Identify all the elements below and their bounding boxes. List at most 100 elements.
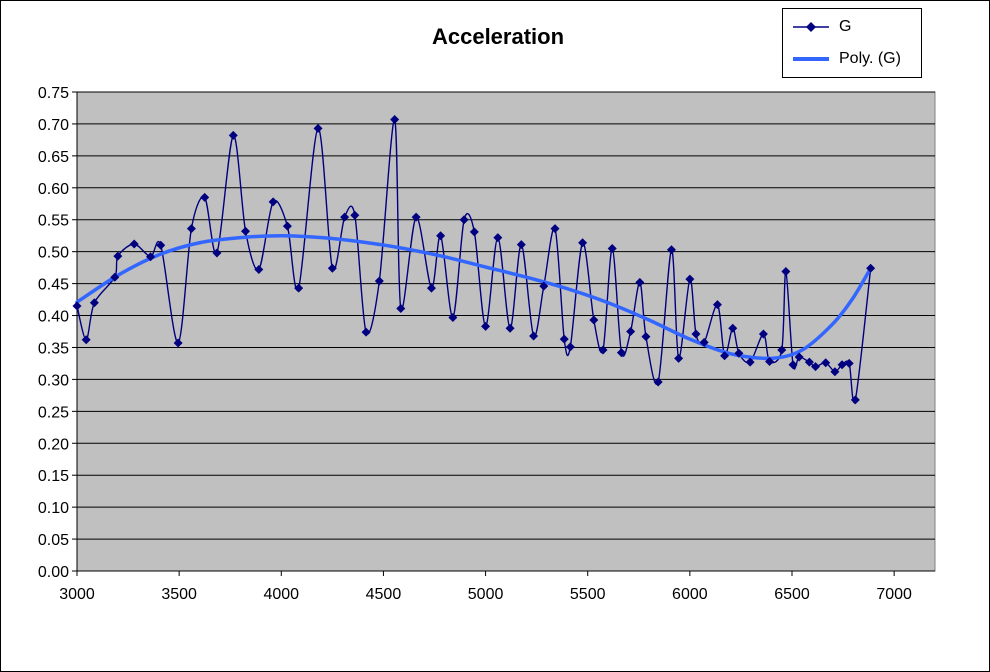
data-point-g	[788, 360, 798, 370]
legend-swatch-g	[793, 22, 829, 32]
data-point-g	[550, 224, 560, 234]
data-point-g	[539, 281, 549, 291]
data-point-g	[156, 240, 166, 250]
data-point-g	[350, 210, 360, 220]
y-tick-label: 0.75	[38, 85, 69, 102]
data-point-g	[653, 377, 663, 387]
data-point-g	[411, 212, 421, 222]
data-point-g	[374, 276, 384, 286]
data-point-g	[765, 357, 775, 367]
data-point-g	[810, 362, 820, 372]
y-tick-label: 0.65	[38, 149, 69, 166]
data-point-g	[666, 245, 676, 255]
data-point-g	[837, 360, 847, 370]
data-point-g	[493, 233, 503, 243]
data-point-g	[282, 221, 292, 231]
data-point-g	[327, 263, 337, 273]
data-point-g	[866, 263, 876, 273]
data-point-g	[616, 348, 626, 358]
data-point-g	[734, 348, 744, 358]
y-tick-label: 0.50	[38, 245, 69, 262]
legend-item-g: G	[791, 17, 851, 37]
data-point-g	[200, 192, 210, 202]
plot-area	[76, 91, 936, 572]
data-point-g	[578, 238, 588, 248]
data-point-g	[72, 301, 82, 311]
y-tick-label: 0.30	[38, 372, 69, 389]
data-point-g	[559, 334, 569, 344]
chart-title: Acceleration	[431, 24, 565, 49]
data-point-g	[268, 197, 278, 207]
data-point-g	[685, 274, 695, 284]
data-point-g	[212, 248, 222, 258]
x-tick-label: 3500	[161, 586, 197, 603]
x-tick-labels: 3000 3500 4000 4500 5000 5500 6000 6500 7000	[59, 586, 912, 603]
y-tick-label: 0.70	[38, 117, 69, 134]
series-layer	[72, 114, 876, 405]
data-point-g	[459, 215, 469, 225]
y-tick-label: 0.40	[38, 309, 69, 326]
legend-swatch-poly	[793, 57, 829, 61]
x-tick-label: 4500	[366, 586, 402, 603]
data-point-g	[81, 335, 91, 345]
data-point-g	[777, 345, 787, 355]
x-tick-label: 5500	[570, 586, 606, 603]
y-tick-label: 0.45	[38, 277, 69, 294]
data-point-g	[516, 240, 526, 250]
data-point-g	[641, 332, 651, 342]
data-point-g	[390, 114, 400, 124]
data-point-g	[691, 329, 701, 339]
y-tick-label: 0.00	[38, 564, 69, 581]
x-tick-label: 5000	[468, 586, 504, 603]
data-point-g	[228, 130, 238, 140]
data-point-g	[844, 358, 854, 368]
y-tick-label: 0.60	[38, 181, 69, 198]
data-point-g	[850, 395, 860, 405]
data-point-g	[254, 265, 264, 275]
y-tick-label: 0.20	[38, 436, 69, 453]
data-point-g	[565, 342, 575, 352]
y-tick-label: 0.55	[38, 213, 69, 230]
y-tick-labels: 0.00 0.05 0.10 0.15 0.20 0.25 0.30 0.35 0.40 0.45…	[38, 85, 69, 581]
legend: G Poly. (G)	[782, 8, 922, 78]
data-point-g	[340, 212, 350, 222]
data-point-g	[426, 283, 436, 293]
data-point-g	[794, 352, 804, 362]
data-point-g	[804, 357, 814, 367]
data-point-g	[313, 123, 323, 133]
trendline-poly-g	[75, 233, 873, 361]
x-tick-label: 7000	[876, 586, 912, 603]
data-point-g	[294, 283, 304, 293]
legend-label-poly: Poly. (G)	[839, 50, 901, 67]
data-point-g	[113, 251, 123, 261]
data-point-g	[448, 312, 458, 322]
legend-item-poly: Poly. (G)	[791, 49, 901, 69]
data-point-g	[89, 298, 99, 308]
data-point-g	[469, 227, 479, 237]
data-point-g	[481, 321, 491, 331]
x-tick-label: 4000	[263, 586, 299, 603]
data-point-g	[781, 266, 791, 276]
x-tick-label: 3000	[59, 586, 95, 603]
data-point-g	[830, 367, 840, 377]
data-point-g	[745, 357, 755, 367]
data-point-g	[712, 300, 722, 310]
data-point-g	[173, 338, 183, 348]
x-tick-label: 6000	[672, 586, 708, 603]
data-point-g	[241, 226, 251, 236]
data-point-g	[436, 231, 446, 241]
x-tick-label: 6500	[774, 586, 810, 603]
data-point-g	[396, 304, 406, 314]
data-point-g	[821, 358, 831, 368]
gridlines	[72, 91, 935, 576]
data-point-g	[505, 323, 515, 333]
data-point-g	[607, 243, 617, 253]
data-point-g	[674, 353, 684, 363]
legend-label-g: G	[839, 18, 852, 35]
data-point-g	[110, 272, 120, 282]
data-point-g	[361, 327, 371, 337]
data-point-g	[758, 329, 768, 339]
axes	[76, 92, 935, 572]
y-tick-label: 0.25	[38, 404, 69, 421]
